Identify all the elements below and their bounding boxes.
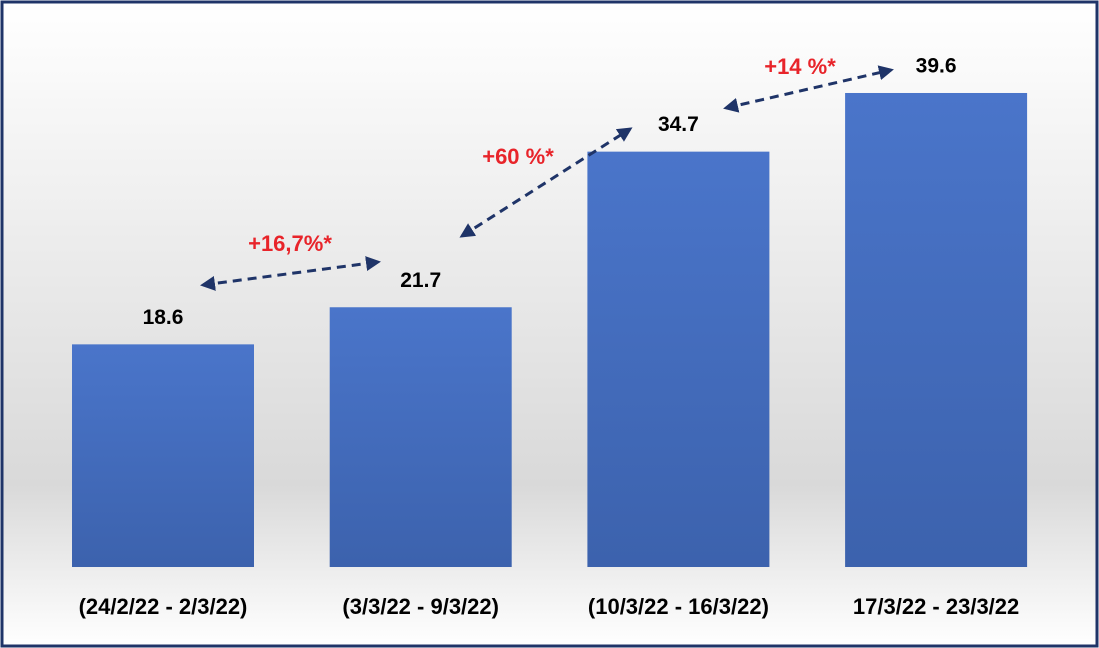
value-label: 39.6 xyxy=(916,55,957,78)
x-tick-label: (3/3/22 - 9/3/22) xyxy=(342,594,499,619)
change-annotation: +14 %* xyxy=(764,54,836,79)
value-label: 21.7 xyxy=(400,269,441,292)
change-arrow xyxy=(459,127,633,238)
bar xyxy=(845,92,1028,567)
x-tick-label: (24/2/22 - 2/3/22) xyxy=(79,594,248,619)
change-annotation: +16,7%* xyxy=(248,231,332,256)
x-tick-label: (10/3/22 - 16/3/22) xyxy=(588,594,769,619)
change-arrow xyxy=(723,65,894,113)
change-annotation: +60 %* xyxy=(482,144,554,169)
bar xyxy=(329,307,512,567)
value-label: 34.7 xyxy=(658,113,699,136)
value-label: 18.6 xyxy=(143,306,184,329)
bar xyxy=(72,344,254,567)
x-tick-label: 17/3/22 - 23/3/22 xyxy=(853,594,1019,619)
bar xyxy=(587,151,770,568)
